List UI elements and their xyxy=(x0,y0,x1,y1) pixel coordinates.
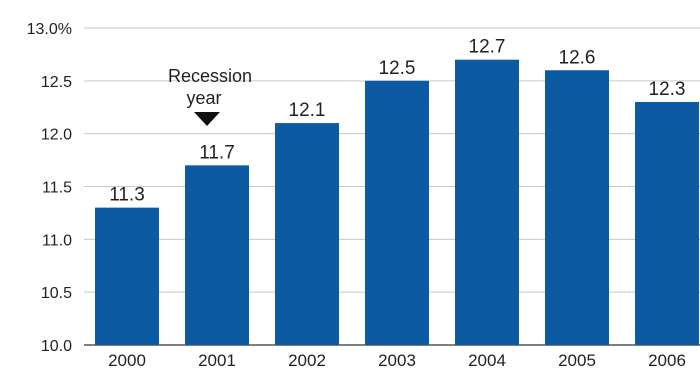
y-tick-label: 11.0 xyxy=(42,232,72,249)
x-tick-label-2003: 2003 xyxy=(378,351,416,370)
data-label-2001: 11.7 xyxy=(199,142,235,163)
y-tick-label: 12.0 xyxy=(41,127,72,144)
bar-2000 xyxy=(95,207,159,345)
data-label-2005: 12.6 xyxy=(559,47,596,68)
y-axis-ticks: 10.0 10.5 11.0 11.5 12.0 12.5 13.0% xyxy=(27,21,72,355)
bar-2003 xyxy=(365,80,429,345)
data-label-2006: 12.3 xyxy=(649,79,686,100)
y-tick-label: 10.0 xyxy=(41,338,72,355)
annotation-line-1: Recession xyxy=(168,66,252,86)
x-tick-label-2000: 2000 xyxy=(108,351,146,370)
y-tick-label: 12.5 xyxy=(41,74,72,91)
y-tick-label: 10.5 xyxy=(41,285,72,302)
data-label-2002: 12.1 xyxy=(289,100,326,121)
bars xyxy=(95,59,699,346)
bar-2001 xyxy=(185,165,249,345)
annotation-line-2: year xyxy=(186,88,221,108)
data-labels: 11.3 11.7 12.1 12.5 12.7 12.6 12.3 xyxy=(109,37,685,206)
data-label-2000: 11.3 xyxy=(109,185,145,206)
data-label-2003: 12.5 xyxy=(379,58,416,79)
bar-2005 xyxy=(545,70,609,346)
bar-2002 xyxy=(275,123,339,345)
y-tick-label: 13.0% xyxy=(27,21,72,38)
y-tick-label: 11.5 xyxy=(42,180,72,197)
data-label-2004: 12.7 xyxy=(469,37,506,58)
x-tick-label-2002: 2002 xyxy=(288,351,326,370)
x-tick-label-2001: 2001 xyxy=(198,351,236,370)
recession-annotation: Recession year xyxy=(168,66,252,126)
x-tick-label-2006: 2006 xyxy=(648,351,686,370)
x-tick-label-2004: 2004 xyxy=(468,351,506,370)
bar-2006 xyxy=(635,101,699,345)
bar-2004 xyxy=(455,59,519,345)
annotation-arrow-icon xyxy=(194,112,220,126)
x-axis-labels: 2000 2001 2002 2003 2004 2005 2006 xyxy=(108,351,686,370)
x-tick-label-2005: 2005 xyxy=(558,351,596,370)
